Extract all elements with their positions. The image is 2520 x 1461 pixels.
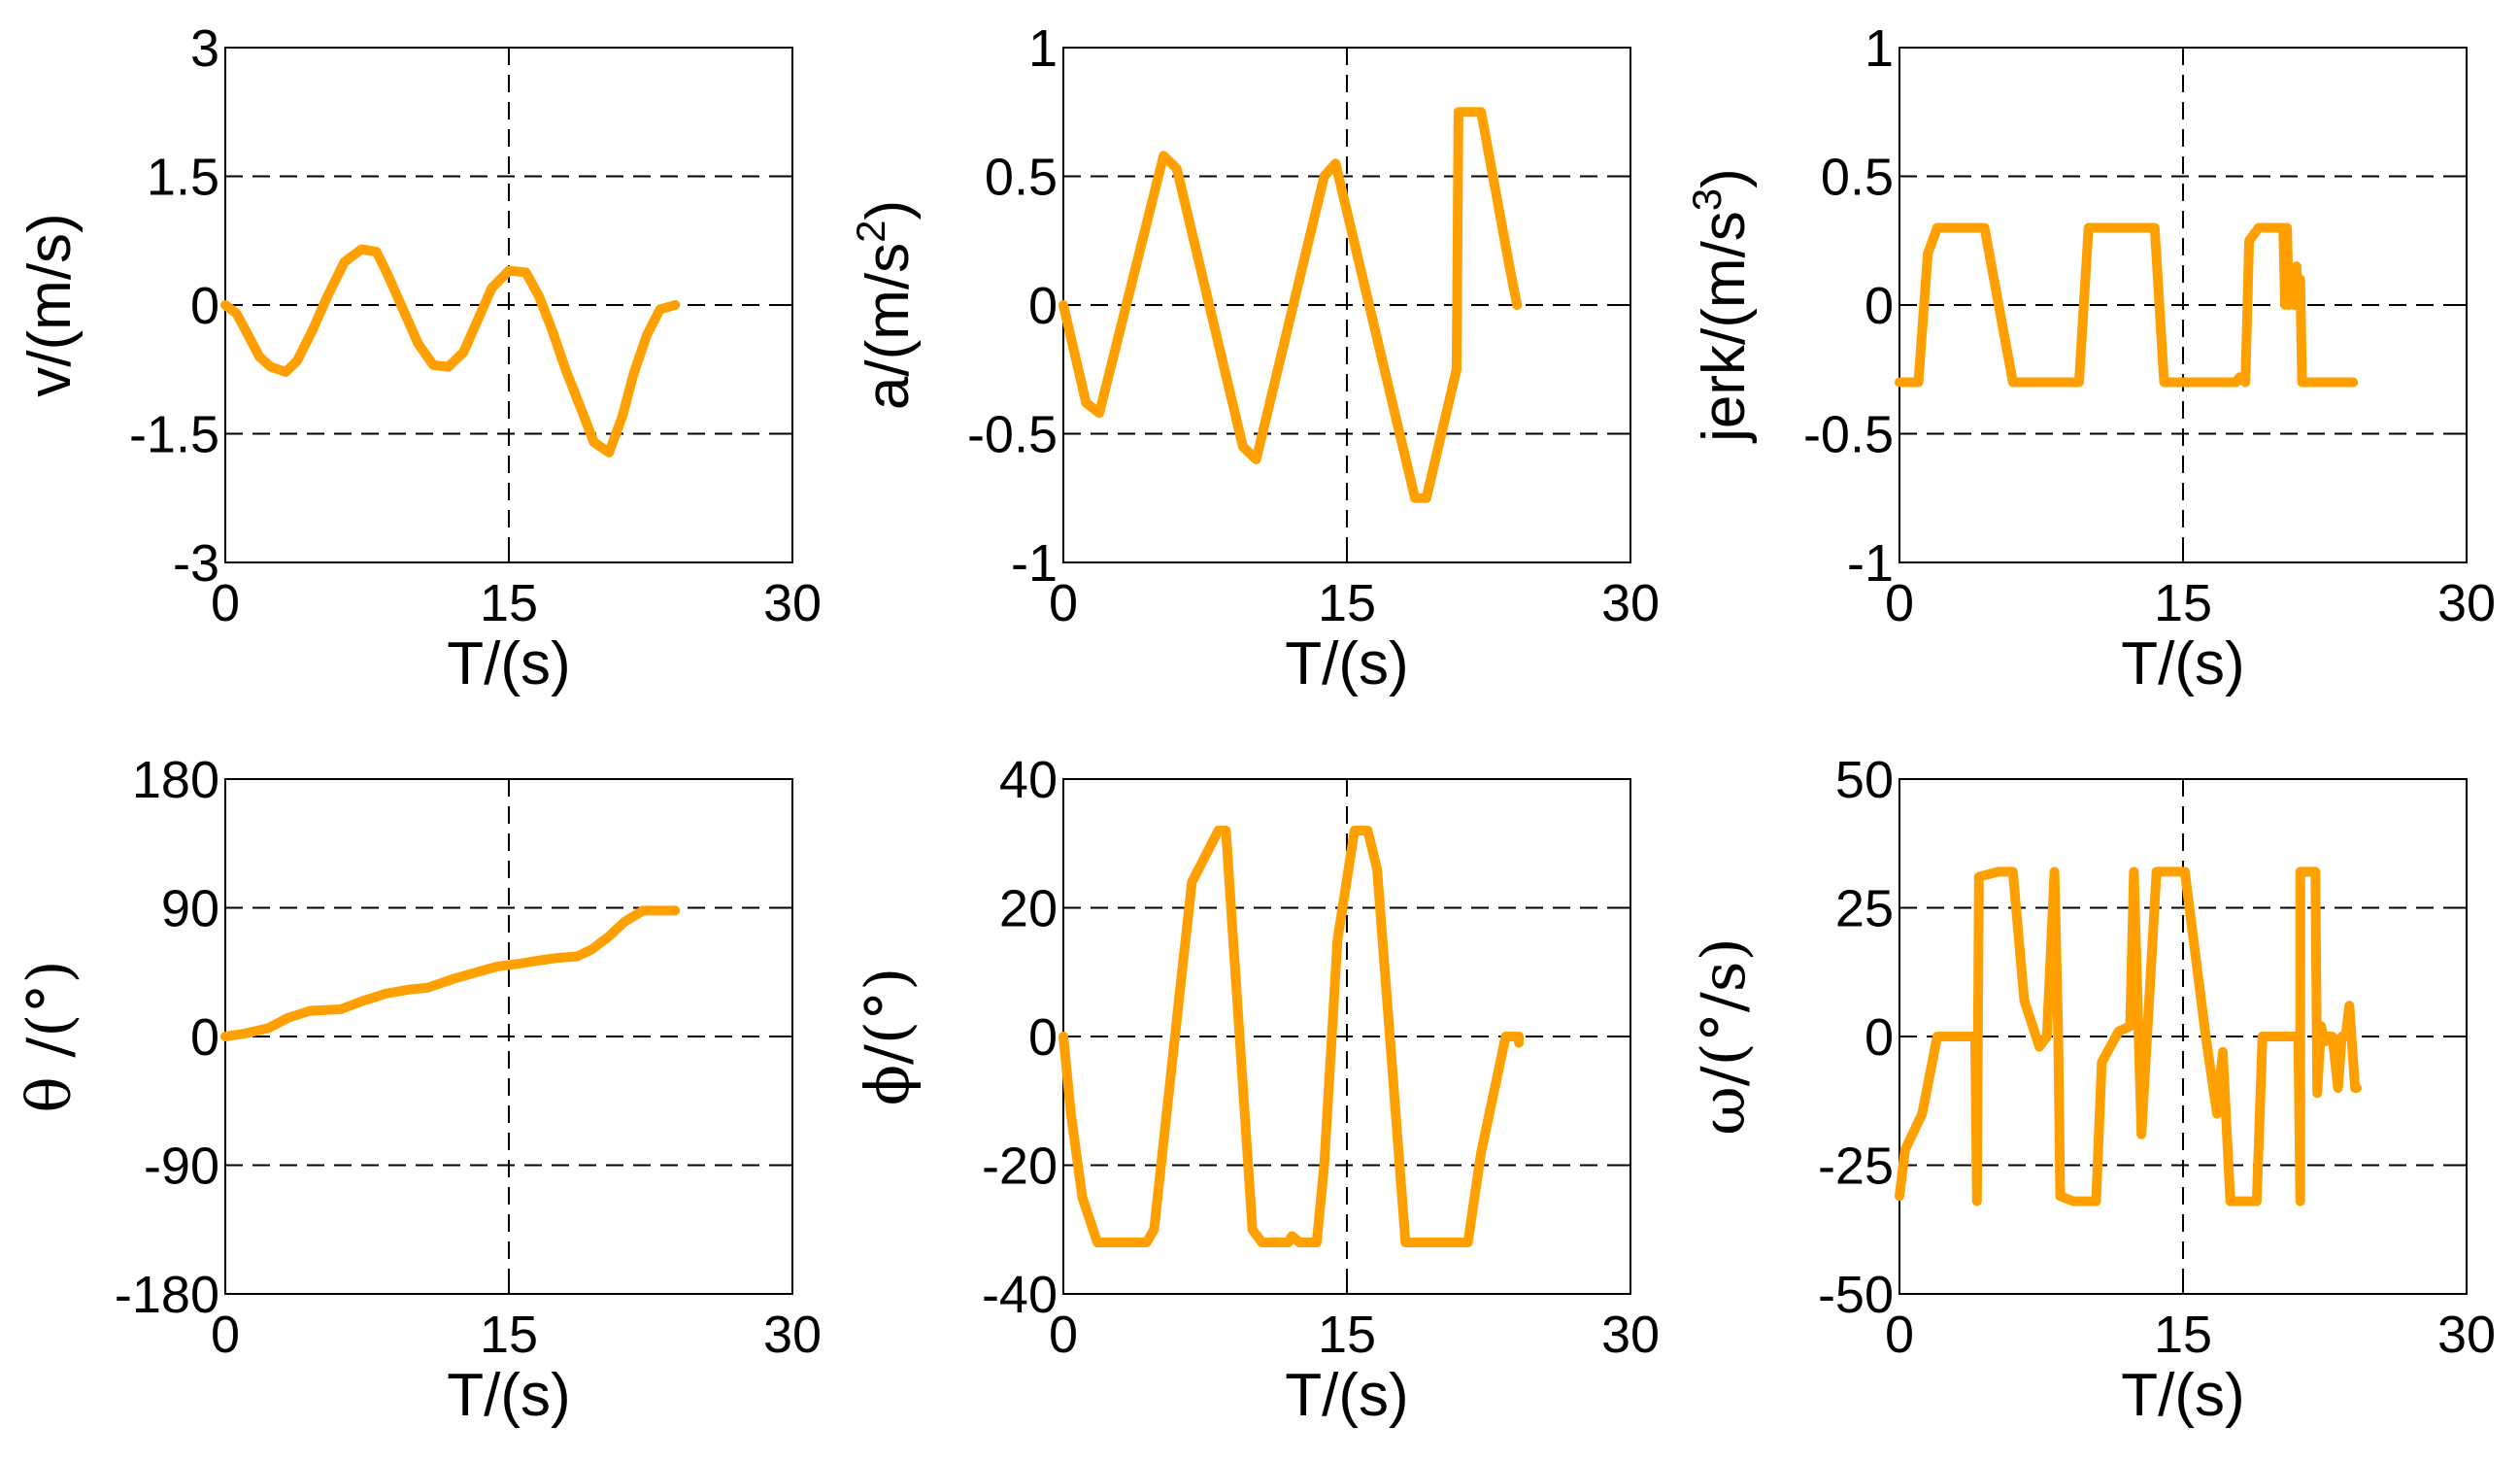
steering-series-line bbox=[1058, 826, 1525, 1247]
velocity-chart: 0 15 30 -3 -1.5 0 1.5 3 T/(s) v/(m/s) bbox=[17, 19, 822, 697]
steering-xtick-label: 15 bbox=[1318, 1306, 1376, 1364]
steering-xtick-label: 30 bbox=[1601, 1306, 1660, 1364]
velocity-ytick-label: 0 bbox=[190, 277, 219, 335]
steering-ytick-label: 40 bbox=[999, 751, 1058, 809]
velocity-xtick-label: 30 bbox=[763, 574, 822, 632]
heading-xtick-label: 30 bbox=[763, 1306, 822, 1364]
yaw-rate-xtick-label: 30 bbox=[2437, 1306, 2496, 1364]
yaw-rate-ytick-label: 25 bbox=[1835, 880, 1894, 938]
steering-chart: 0 15 30 -40 -20 0 20 40 T/(s) ϕ/(°) bbox=[852, 751, 1660, 1429]
yaw-rate-xaxis-title: T/(s) bbox=[2121, 1362, 2244, 1429]
jerk-xaxis-title: T/(s) bbox=[2121, 630, 2244, 697]
heading-chart: 0 15 30 -180 -90 0 90 180 T/(s) θ /(°) bbox=[14, 751, 822, 1429]
acceleration-ytick-label: -1 bbox=[1011, 534, 1058, 593]
heading-xtick-label: 15 bbox=[480, 1306, 538, 1364]
yaw-rate-ytick-label: -50 bbox=[1818, 1266, 1894, 1324]
jerk-yaxis-title: jerk/(m/s3) bbox=[1684, 168, 1758, 444]
steering-xtick-label: 0 bbox=[1049, 1306, 1078, 1364]
acceleration-ytick-label: -0.5 bbox=[967, 406, 1058, 464]
jerk-ytick-label: 0.5 bbox=[1821, 149, 1894, 207]
steering-ytick-label: 0 bbox=[1028, 1008, 1058, 1067]
heading-xtick-label: 0 bbox=[211, 1306, 240, 1364]
jerk-ytick-label: -1 bbox=[1847, 534, 1894, 593]
heading-xaxis-title: T/(s) bbox=[447, 1362, 570, 1429]
velocity-xtick-label: 0 bbox=[211, 574, 240, 632]
yaw-rate-ytick-label: -25 bbox=[1818, 1138, 1894, 1196]
steering-xaxis-title: T/(s) bbox=[1285, 1362, 1408, 1429]
acceleration-xtick-label: 0 bbox=[1049, 574, 1078, 632]
jerk-xtick-label: 15 bbox=[2154, 574, 2212, 632]
velocity-ytick-label: -3 bbox=[173, 534, 219, 593]
yaw-rate-series-line bbox=[1895, 866, 2363, 1206]
yaw-rate-ytick-label: 0 bbox=[1865, 1008, 1894, 1067]
jerk-xtick-label: 30 bbox=[2437, 574, 2496, 632]
heading-series-line bbox=[220, 905, 681, 1041]
yaw-rate-chart: 0 15 30 -50 -25 0 25 50 T/(s) ω/(°/s) bbox=[1688, 751, 2496, 1429]
jerk-ytick-label: 0 bbox=[1865, 277, 1894, 335]
steering-ytick-label: -20 bbox=[982, 1138, 1058, 1196]
velocity-yaxis-title: v/(m/s) bbox=[17, 213, 84, 396]
acceleration-xtick-label: 15 bbox=[1318, 574, 1376, 632]
acceleration-xtick-label: 30 bbox=[1601, 574, 1660, 632]
yaw-rate-ytick-label: 50 bbox=[1835, 751, 1894, 809]
heading-ytick-label: 0 bbox=[190, 1008, 219, 1067]
acceleration-ytick-label: 0 bbox=[1028, 277, 1058, 335]
acceleration-yaxis-title: a/(m/s2) bbox=[848, 200, 922, 410]
acceleration-ytick-label: 1 bbox=[1028, 19, 1058, 78]
heading-ytick-label: -90 bbox=[144, 1138, 219, 1196]
jerk-ytick-label: 1 bbox=[1865, 19, 1894, 78]
jerk-series-line bbox=[1895, 222, 2359, 388]
velocity-ytick-label: 1.5 bbox=[147, 149, 219, 207]
yaw-rate-xtick-label: 0 bbox=[1885, 1306, 1914, 1364]
yaw-rate-yaxis-title: ω/(°/s) bbox=[1688, 937, 1759, 1136]
heading-ytick-label: 90 bbox=[161, 880, 219, 938]
acceleration-chart: 0 15 30 -1 -0.5 0 0.5 1 T/(s) a/(m/s2) bbox=[848, 19, 1660, 697]
steering-yaxis-title: ϕ/(°) bbox=[852, 968, 923, 1106]
acceleration-xaxis-title: T/(s) bbox=[1285, 630, 1408, 697]
jerk-chart: 0 15 30 -1 -0.5 0 0.5 1 T/(s) jerk/(m/s3) bbox=[1684, 19, 2496, 697]
heading-ytick-label: 180 bbox=[132, 751, 219, 809]
acceleration-series-line bbox=[1058, 107, 1523, 503]
heading-yaxis-title: θ /(°) bbox=[14, 960, 84, 1112]
heading-ytick-label: -180 bbox=[115, 1266, 219, 1324]
yaw-rate-xtick-label: 15 bbox=[2154, 1306, 2212, 1364]
velocity-xaxis-title: T/(s) bbox=[447, 630, 570, 697]
velocity-series-line bbox=[220, 244, 681, 458]
velocity-xtick-label: 15 bbox=[480, 574, 538, 632]
steering-ytick-label: 20 bbox=[999, 880, 1058, 938]
acceleration-ytick-label: 0.5 bbox=[985, 149, 1058, 207]
velocity-ytick-label: -1.5 bbox=[129, 406, 219, 464]
jerk-ytick-label: -0.5 bbox=[1803, 406, 1894, 464]
jerk-xtick-label: 0 bbox=[1885, 574, 1914, 632]
steering-ytick-label: -40 bbox=[982, 1266, 1058, 1324]
velocity-ytick-label: 3 bbox=[190, 19, 219, 78]
